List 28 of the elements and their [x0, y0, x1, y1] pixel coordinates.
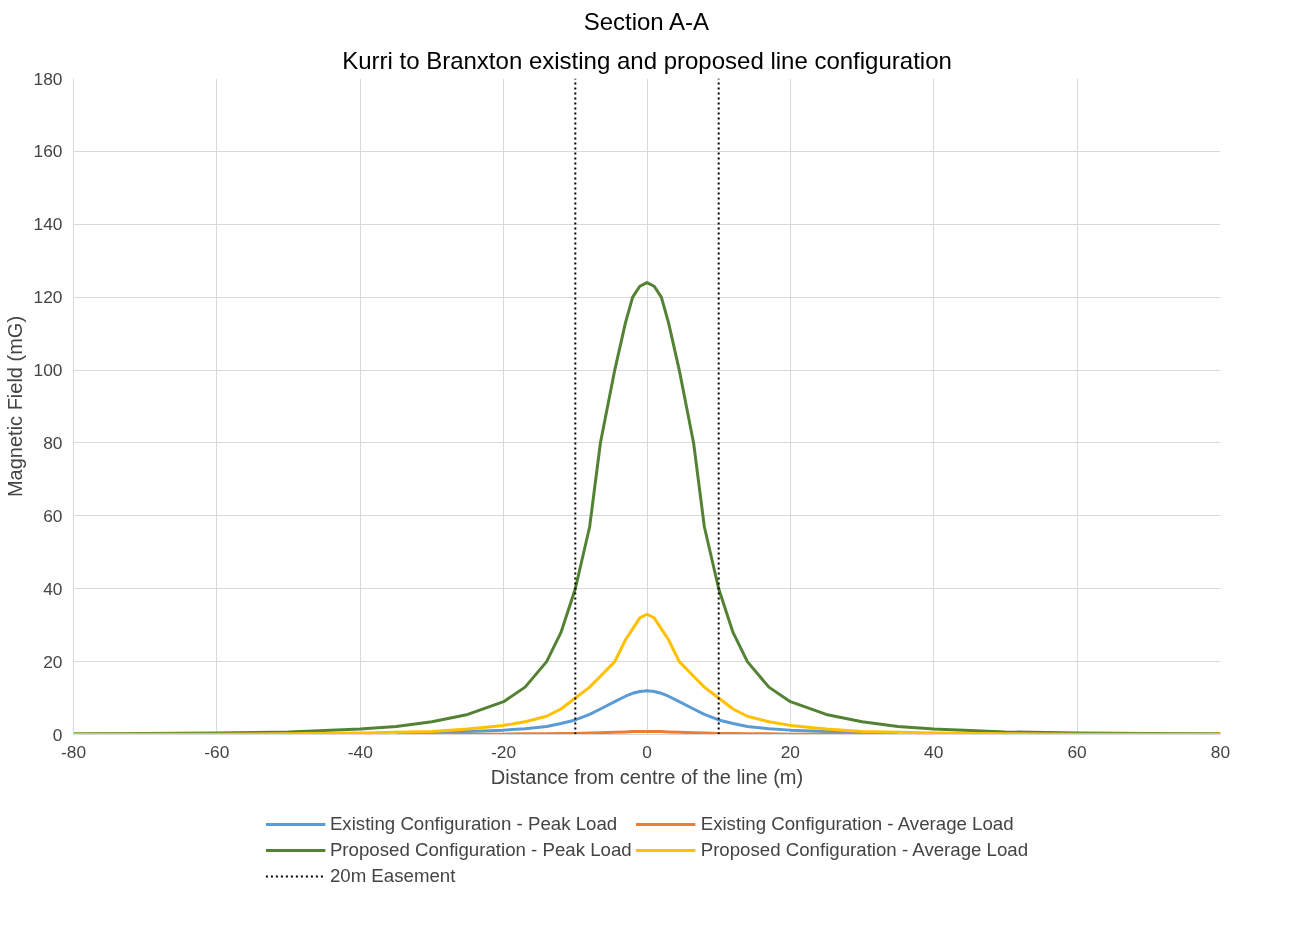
x-axis-title: Distance from centre of the line (m)	[490, 765, 804, 788]
chart-subtitle: Kurri to Branxton existing and proposed line configuration	[342, 46, 952, 74]
legend-label: Proposed Configuration - Average Load	[700, 839, 1029, 861]
legend-label: Existing Configuration - Peak Load	[329, 813, 618, 835]
x-tick-label: -40	[347, 741, 373, 762]
y-tick-label: 160	[33, 141, 63, 162]
y-tick-label: 0	[52, 724, 63, 745]
y-tick-label: 180	[33, 68, 63, 89]
legend-label: Existing Configuration - Average Load	[700, 813, 1014, 835]
y-tick-label: 140	[33, 214, 63, 235]
x-tick-label: -20	[491, 741, 517, 762]
y-tick-label: 100	[33, 360, 63, 381]
x-tick-label: -80	[60, 741, 87, 762]
x-tick-label: 20	[780, 741, 801, 762]
x-tick-label: -60	[204, 741, 230, 762]
x-tick-label: 40	[924, 741, 944, 762]
y-axis-title: Magnetic Field (mG)	[3, 315, 26, 498]
x-tick-label: 60	[1067, 741, 1087, 762]
x-tick-label: 80	[1210, 741, 1231, 762]
y-tick-label: 80	[43, 432, 63, 453]
x-tick-label: 0	[642, 741, 652, 762]
y-tick-label: 40	[43, 578, 63, 599]
legend-label: Proposed Configuration - Peak Load	[329, 839, 632, 861]
chart-title: Section A-A	[583, 7, 710, 35]
y-tick-label: 120	[33, 287, 63, 308]
legend-label: 20m Easement	[329, 865, 456, 887]
y-tick-label: 60	[43, 505, 63, 526]
y-tick-label: 20	[43, 651, 63, 672]
